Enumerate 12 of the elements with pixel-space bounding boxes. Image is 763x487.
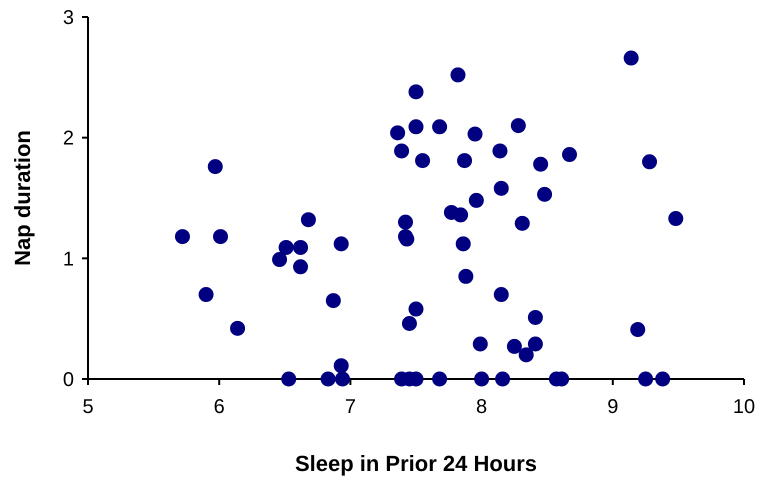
y-axis-title: Nap duration [10, 130, 35, 266]
x-tick-label: 10 [732, 396, 756, 418]
x-tick-label: 9 [607, 396, 618, 418]
x-tick-label: 5 [82, 396, 94, 418]
x-axis-title: Sleep in Prior 24 Hours [294, 451, 538, 476]
x-tick-label: 8 [476, 396, 488, 418]
y-tick-label: 2 [62, 128, 74, 150]
y-tick-label: 1 [62, 248, 74, 270]
y-tick-label: 0 [62, 369, 74, 391]
x-tick-label: 6 [214, 396, 225, 418]
y-tick-label: 3 [62, 7, 74, 29]
x-tick-label: 7 [344, 396, 356, 418]
